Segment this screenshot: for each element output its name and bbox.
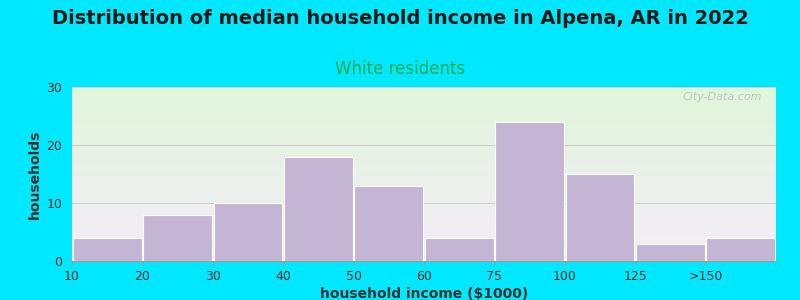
Bar [495,122,564,261]
Bar [425,238,494,261]
X-axis label: household income ($1000): household income ($1000) [320,287,528,300]
Bar [354,186,423,261]
Bar [214,203,282,261]
Text: Distribution of median household income in Alpena, AR in 2022: Distribution of median household income … [51,9,749,28]
Bar [73,238,142,261]
Bar [706,238,775,261]
Bar [566,174,634,261]
Text: City-Data.com: City-Data.com [682,92,762,102]
Text: White residents: White residents [335,60,465,78]
Bar [284,157,353,261]
Bar [143,214,212,261]
Y-axis label: households: households [28,129,42,219]
Bar [636,244,705,261]
